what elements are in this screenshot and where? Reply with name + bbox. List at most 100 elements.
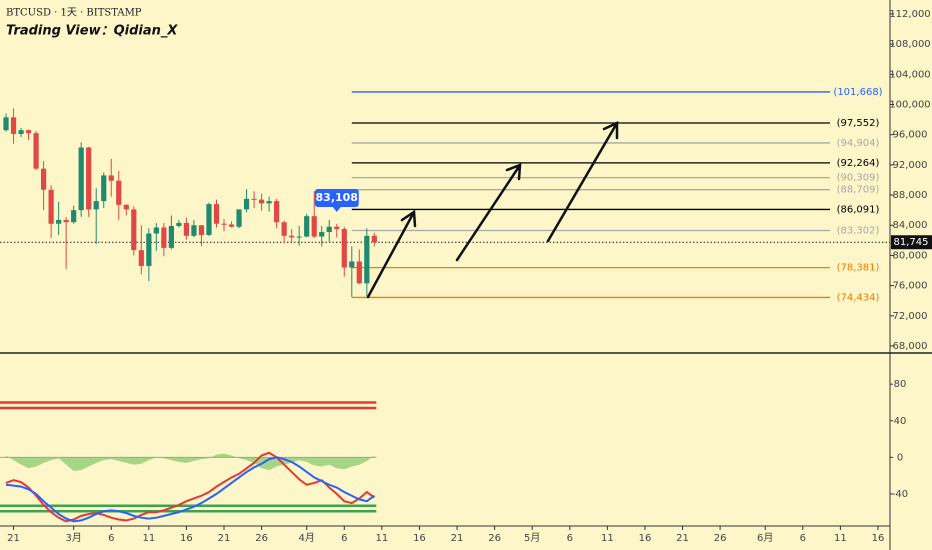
arrows	[366, 121, 619, 299]
candle-body	[183, 222, 190, 236]
level-label: (94,904)	[837, 138, 880, 149]
candle-body	[289, 235, 295, 238]
candle-body	[86, 147, 92, 210]
high-marker-box	[314, 188, 359, 207]
x-tick-label: 11	[834, 533, 847, 544]
y-tick-label: 96,000	[893, 130, 928, 141]
x-tick-label: 21	[7, 533, 20, 544]
candle-body	[63, 219, 69, 223]
x-tick-label: 21	[451, 533, 464, 544]
candle-body	[319, 232, 325, 237]
x-tick-label: 16	[180, 533, 193, 544]
level-label: (78,381)	[837, 263, 880, 274]
x-tick-label: 6	[567, 533, 573, 544]
high-marker-label: 83,108	[316, 191, 358, 204]
y-tick-label: 0	[897, 452, 903, 463]
candle-body	[356, 261, 362, 284]
candle-body	[116, 180, 122, 205]
level-label: (92,264)	[837, 158, 880, 169]
y-tick-label: 88,000	[893, 190, 928, 201]
x-tick-label: 6	[108, 533, 114, 544]
level-label: (101,668)	[833, 87, 882, 98]
level-label: (97,552)	[837, 118, 880, 129]
candle-body	[251, 198, 257, 200]
x-tick-label: 26	[255, 533, 268, 544]
candle-body	[236, 209, 242, 227]
candle-body	[326, 226, 332, 233]
candle-body	[349, 261, 355, 268]
candle-body	[198, 225, 205, 236]
candle-body	[274, 201, 280, 223]
y-tick-label: 92,000	[893, 160, 928, 171]
candle-body	[221, 223, 227, 225]
x-tick-label: 6月	[757, 532, 773, 544]
x-tick-label: 21	[218, 533, 231, 544]
y-tick-label: 68,000	[893, 341, 928, 352]
candle-body	[25, 130, 32, 134]
y-tick-label: 104,000	[889, 69, 930, 80]
x-tick-label: 16	[413, 533, 426, 544]
x-tick-label: 26	[488, 533, 501, 544]
candle-body	[78, 147, 84, 211]
x-tick-label: 26	[714, 533, 727, 544]
candle-body	[131, 209, 137, 251]
candle-body	[3, 117, 9, 131]
candle-body	[56, 219, 62, 224]
x-tick-label: 3月	[65, 532, 81, 544]
indicator-line	[5, 456, 375, 523]
candle-body	[93, 201, 99, 210]
level-label: (83,302)	[837, 226, 880, 237]
indicator-line	[5, 451, 375, 523]
candle-body	[123, 204, 129, 210]
candle-body	[334, 226, 340, 230]
y-tick-label: -40	[892, 489, 908, 500]
candle-body	[258, 199, 265, 204]
arrow	[366, 209, 417, 299]
last-price-label: 81,745	[894, 237, 929, 248]
arrow	[546, 121, 619, 243]
y-tick-label: 84,000	[893, 220, 928, 231]
level-label: (88,709)	[837, 185, 880, 196]
candle-body	[311, 216, 317, 237]
candle-body	[138, 250, 144, 266]
x-tick-label: 5月	[524, 532, 540, 544]
candle-body	[176, 222, 182, 226]
x-tick-label: 4月	[299, 532, 315, 544]
high-marker-pointer	[332, 206, 341, 212]
candle-body	[206, 204, 212, 236]
candle-body	[161, 227, 167, 248]
y-tick-label: 108,000	[889, 39, 930, 50]
last-price-box	[891, 235, 932, 250]
candle-body	[10, 117, 17, 134]
y-tick-label: 72,000	[893, 311, 928, 322]
candle-body	[71, 210, 77, 223]
x-tick-label: 16	[872, 533, 885, 544]
chart-subtitle: Trading View：Qidian_X	[6, 24, 178, 39]
candle-body	[304, 216, 310, 237]
candle-body	[33, 133, 39, 169]
x-tick-label: 11	[142, 533, 155, 544]
candle-body	[40, 168, 47, 190]
y-tick-label: 76,000	[893, 281, 928, 292]
y-tick-label: 40	[894, 416, 907, 427]
candle-body	[296, 236, 302, 238]
candle-body	[341, 229, 347, 268]
candle-body	[108, 175, 114, 181]
x-tick-label: 16	[639, 533, 652, 544]
level-label: (90,309)	[837, 173, 880, 184]
candle-body	[101, 175, 107, 202]
candle-body	[146, 233, 152, 266]
chart-title: BTCUSD · 1天 · BITSTAMP	[6, 8, 142, 19]
x-tick-label: 11	[601, 533, 614, 544]
y-tick-label: 112,000	[889, 9, 930, 20]
x-tick-label: 21	[676, 533, 689, 544]
candle-body	[168, 225, 174, 248]
x-tick-label: 6	[800, 533, 806, 544]
candle-body	[18, 130, 24, 134]
level-label: (74,434)	[837, 292, 880, 303]
candle-body	[191, 225, 197, 236]
candle-body	[281, 222, 287, 236]
y-tick-label: 100,000	[889, 100, 930, 111]
